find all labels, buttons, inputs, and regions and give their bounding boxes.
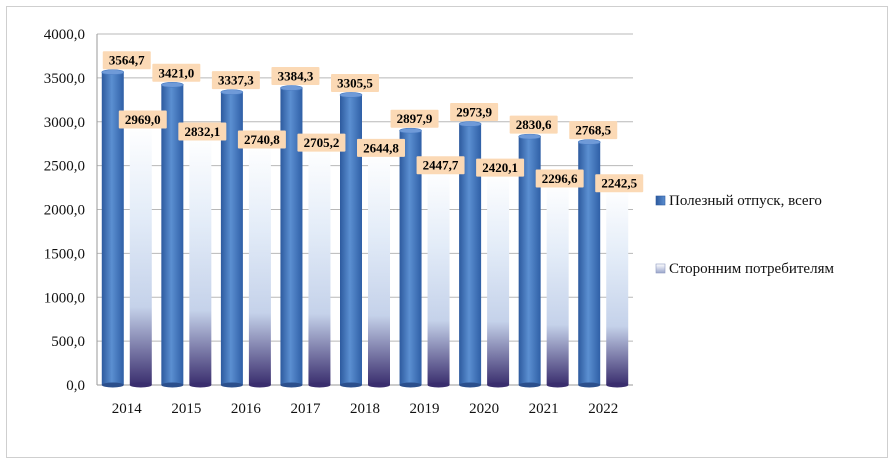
data-label-external: 2969,0 — [118, 110, 167, 129]
svg-text:2830,6: 2830,6 — [516, 117, 552, 132]
svg-text:2897,9: 2897,9 — [397, 111, 433, 126]
svg-text:2832,1: 2832,1 — [184, 124, 220, 139]
legend-item-external: Сторонним потребителям — [655, 261, 834, 277]
legend-swatch — [655, 263, 666, 274]
x-tick-label: 2018 — [350, 401, 380, 417]
y-tick-label: 0,0 — [66, 378, 85, 394]
x-tick-label: 2019 — [410, 401, 440, 417]
data-label-total: 3305,5 — [331, 73, 379, 92]
bar-external — [248, 141, 272, 388]
x-tick-label: 2020 — [469, 401, 499, 417]
x-tick-label: 2017 — [290, 401, 321, 417]
x-tick-label: 2014 — [112, 401, 143, 417]
svg-text:2644,8: 2644,8 — [363, 140, 399, 155]
bar-chart: 0,0 500,0 1000,0 1500,0 2000,0 2500,0 3000,0 35… — [44, 27, 835, 417]
bar-external — [308, 144, 331, 388]
bar-total — [577, 139, 601, 388]
data-label-total: 3421,0 — [152, 63, 201, 82]
data-label-total: 2768,5 — [569, 121, 618, 140]
legend-swatch — [655, 195, 666, 206]
bar-total — [339, 92, 363, 388]
svg-text:2296,6: 2296,6 — [542, 171, 578, 186]
svg-text:3337,3: 3337,3 — [218, 73, 254, 88]
data-label-total: 3337,3 — [211, 71, 260, 90]
bar-total — [458, 121, 482, 388]
legend-label: Полезный отпуск, всего — [669, 193, 822, 209]
y-tick-label: 1000,0 — [44, 290, 85, 306]
data-label-external: 2447,7 — [416, 156, 465, 175]
legend: Полезный отпуск, всего Сторонним потребит… — [655, 193, 834, 277]
data-label-external: 2296,6 — [535, 169, 584, 188]
bar-external — [367, 150, 391, 388]
data-label-total: 2830,6 — [509, 115, 558, 134]
y-tick-label: 2000,0 — [44, 203, 85, 219]
x-tick-label: 2016 — [231, 401, 262, 417]
bar-total — [220, 89, 244, 388]
legend-item-total: Полезный отпуск, всего — [655, 193, 822, 209]
data-label-external: 2740,8 — [237, 130, 286, 149]
gridlines — [97, 33, 633, 386]
bar-total — [518, 133, 541, 388]
bar-external — [605, 185, 629, 388]
chart-frame: 0,0 500,0 1000,0 1500,0 2000,0 2500,0 3000,0 35… — [6, 6, 888, 458]
svg-text:2768,5: 2768,5 — [575, 123, 611, 138]
y-tick-label: 1500,0 — [44, 246, 85, 262]
svg-text:3384,3: 3384,3 — [278, 69, 314, 84]
y-tick-label: 3500,0 — [44, 71, 85, 87]
svg-text:2969,0: 2969,0 — [125, 112, 161, 127]
bar-external — [427, 167, 450, 388]
data-label-external: 2832,1 — [178, 122, 227, 141]
svg-text:2705,2: 2705,2 — [304, 135, 340, 150]
bar-total — [399, 127, 422, 388]
svg-text:3305,5: 3305,5 — [337, 75, 373, 90]
svg-text:2242,5: 2242,5 — [601, 176, 637, 191]
x-tick-label: 2021 — [529, 401, 559, 417]
bar-external — [486, 169, 510, 388]
bar-external — [189, 133, 212, 388]
data-label-total: 2973,9 — [450, 103, 499, 122]
data-label-total: 3564,7 — [102, 51, 151, 70]
data-label-external: 2242,5 — [595, 174, 644, 193]
svg-text:2447,7: 2447,7 — [423, 158, 459, 173]
y-tick-label: 2500,0 — [44, 159, 85, 175]
x-tick-label: 2022 — [588, 401, 618, 417]
x-axis: 2014 2015 2016 2017 2018 2019 2020 2021 2022 — [112, 401, 618, 417]
bar-total — [101, 69, 125, 388]
data-label-total: 2897,9 — [390, 109, 439, 128]
legend-label: Сторонним потребителям — [669, 261, 834, 277]
svg-text:2973,9: 2973,9 — [456, 105, 492, 120]
svg-text:2420,1: 2420,1 — [482, 160, 518, 175]
y-tick-label: 4000,0 — [44, 27, 85, 43]
bar-external — [129, 121, 153, 388]
x-tick-label: 2015 — [171, 401, 201, 417]
bar-total — [280, 85, 303, 388]
data-label-external: 2420,1 — [476, 158, 525, 177]
data-labels: 3564,7 2969,0 3421,0 2832,1 3337,3 2740,8 3384… — [102, 51, 644, 193]
y-axis: 0,0 500,0 1000,0 1500,0 2000,0 2500,0 3000,0 35… — [44, 27, 98, 394]
svg-text:3421,0: 3421,0 — [158, 65, 194, 80]
svg-text:3564,7: 3564,7 — [109, 53, 145, 68]
data-label-external: 2705,2 — [297, 133, 346, 152]
y-tick-label: 3000,0 — [44, 115, 85, 131]
data-label-external: 2644,8 — [357, 138, 405, 157]
svg-text:2740,8: 2740,8 — [244, 132, 280, 147]
bars — [101, 69, 629, 388]
data-label-total: 3384,3 — [271, 67, 320, 86]
bar-external — [546, 180, 569, 388]
y-tick-label: 500,0 — [51, 334, 85, 350]
bar-total — [161, 82, 184, 388]
